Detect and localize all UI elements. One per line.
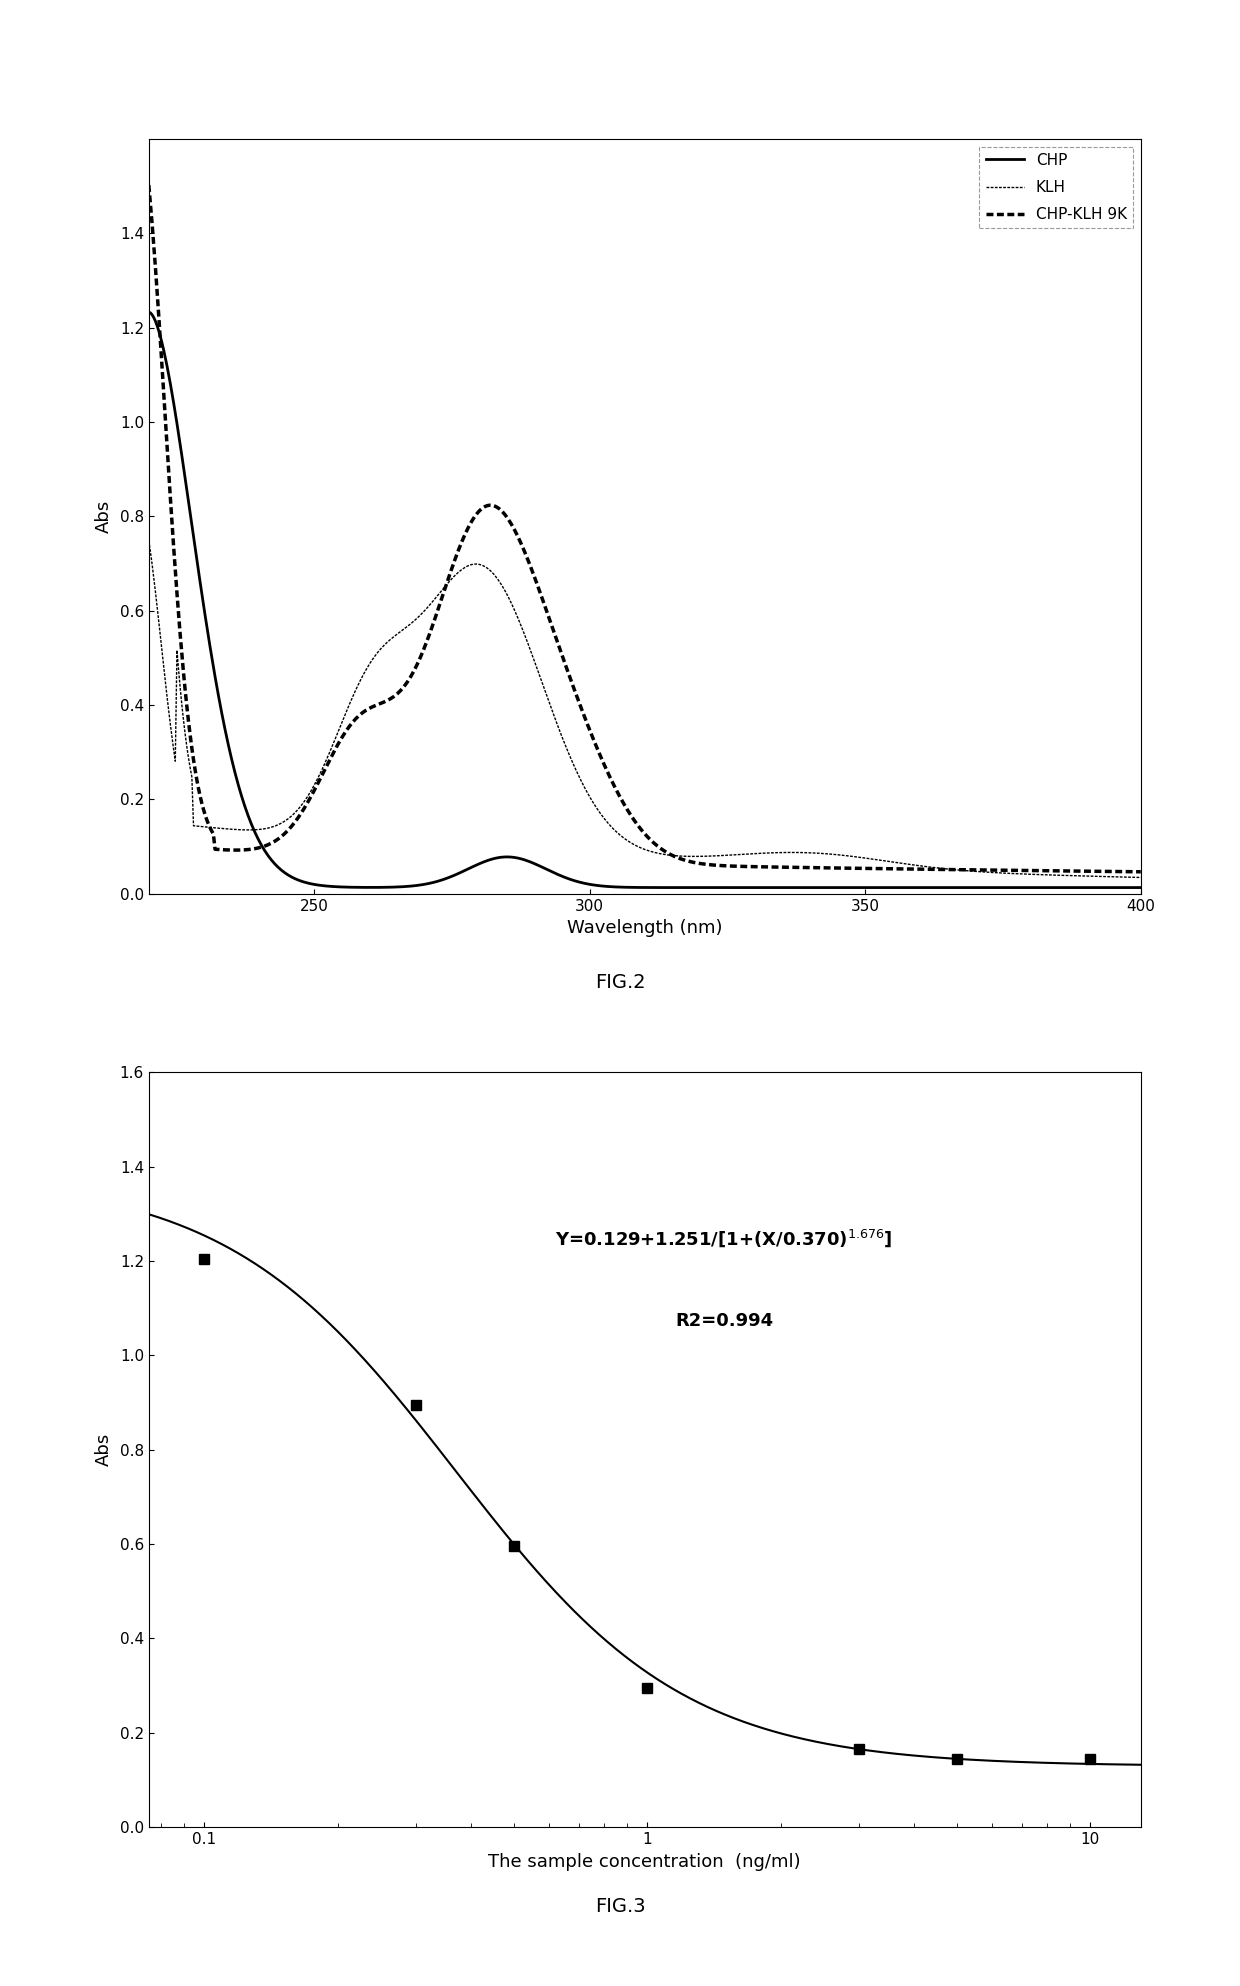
Y-axis label: Abs: Abs [94, 500, 113, 532]
Legend: CHP, KLH, CHP-KLH 9K: CHP, KLH, CHP-KLH 9K [980, 147, 1133, 228]
CHP [590, 874, 605, 898]
KLH [317, 753, 332, 777]
KLH [141, 528, 156, 552]
CHP [1133, 876, 1148, 900]
CHP-KLH 9K [1133, 860, 1148, 884]
Line: CHP: CHP [149, 312, 1141, 888]
KLH [725, 842, 740, 866]
CHP [890, 876, 905, 900]
X-axis label: The sample concentration  (ng/ml): The sample concentration (ng/ml) [489, 1853, 801, 1871]
Text: Y=0.129+1.251/[1+(X/0.370)$^{1.676}$]: Y=0.129+1.251/[1+(X/0.370)$^{1.676}$] [556, 1227, 893, 1249]
CHP [141, 300, 156, 324]
KLH [804, 840, 818, 864]
Y-axis label: Abs: Abs [94, 1434, 113, 1466]
Text: R2=0.994: R2=0.994 [675, 1313, 774, 1331]
Line: KLH: KLH [149, 540, 1141, 878]
CHP-KLH 9K [317, 759, 332, 782]
CHP-KLH 9K [725, 854, 740, 878]
CHP-KLH 9K [141, 173, 156, 197]
CHP [843, 876, 858, 900]
CHP [725, 876, 740, 900]
Line: CHP-KLH 9K: CHP-KLH 9K [149, 185, 1141, 872]
CHP-KLH 9K [888, 856, 903, 880]
X-axis label: Wavelength (nm): Wavelength (nm) [567, 920, 723, 937]
CHP [804, 876, 818, 900]
Text: FIG.2: FIG.2 [595, 973, 645, 993]
CHP-KLH 9K [804, 856, 818, 880]
KLH [590, 798, 605, 822]
CHP-KLH 9K [397, 675, 412, 699]
KLH [1133, 866, 1148, 890]
Text: FIG.3: FIG.3 [595, 1897, 645, 1916]
CHP [397, 874, 412, 898]
KLH [397, 618, 412, 641]
CHP-KLH 9K [590, 737, 605, 761]
KLH [888, 850, 903, 874]
CHP [317, 874, 332, 898]
